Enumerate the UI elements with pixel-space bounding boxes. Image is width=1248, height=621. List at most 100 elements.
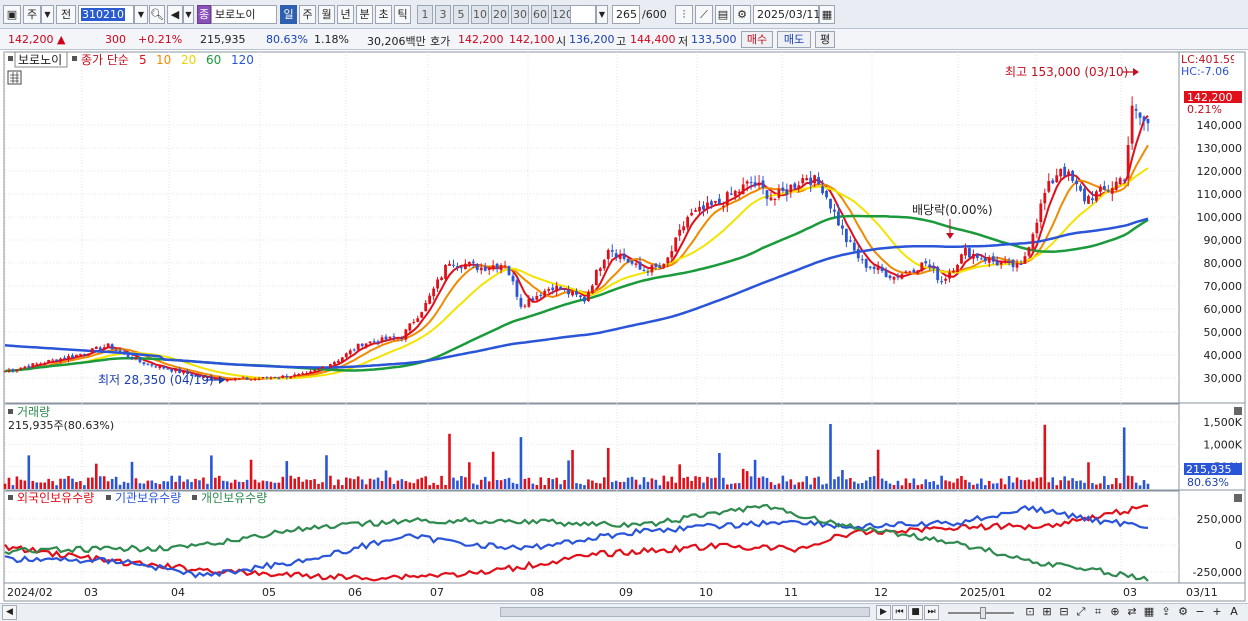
volume-panel-close-icon[interactable] [1234, 407, 1242, 415]
candle-body [281, 375, 285, 378]
prev-button[interactable]: 전 [56, 5, 76, 24]
holdings-panel-close-icon[interactable] [1234, 494, 1242, 502]
search-icon[interactable]: 🔍︎ [149, 5, 165, 24]
ma-legend-item[interactable]: 20 [181, 53, 196, 67]
stock-name-field[interactable]: 보로노이 [211, 5, 277, 24]
sell-button[interactable]: 매도 [777, 31, 811, 48]
volume-panel[interactable] [3, 403, 1180, 491]
holdings-legend-square-icon [106, 495, 111, 500]
period-button[interactable]: 틱 [394, 5, 411, 24]
candle-body [678, 229, 682, 236]
volume-bar [83, 485, 86, 489]
speaker-icon[interactable]: ◀ [167, 5, 183, 24]
scroll-end-icon[interactable]: ⏭ [924, 605, 939, 620]
period-button[interactable]: 년 [337, 5, 354, 24]
zoom-in-icon[interactable]: ⊞ [1042, 605, 1052, 618]
stock-legend-box[interactable] [14, 51, 68, 68]
holdings-legend-item[interactable]: 외국인보유수량 [17, 491, 94, 505]
scroll-left-icon[interactable]: ◀ [2, 605, 17, 620]
window-menu-icon[interactable]: ▣ [3, 5, 21, 24]
unit-dropdown-icon[interactable]: ▼ [596, 5, 608, 24]
holdings-legend-item[interactable]: 기관보유수량 [115, 491, 181, 505]
candle-body [924, 261, 928, 264]
eval-button[interactable]: 평 [815, 31, 835, 48]
zoom-plus-icon[interactable]: + [1212, 605, 1222, 618]
multiplier-button[interactable]: 1 [417, 5, 433, 24]
date-input[interactable]: 2025/03/11 [753, 5, 820, 24]
chart-type-icon[interactable]: ⌗ [1094, 605, 1102, 618]
candle-body [344, 353, 348, 358]
ma-legend-item[interactable]: 60 [206, 53, 221, 67]
candle-body [682, 226, 686, 231]
price-panel[interactable] [3, 51, 1180, 404]
code-dropdown-icon[interactable]: ▼ [134, 5, 148, 24]
zoom-minus-icon[interactable]: − [1195, 605, 1205, 618]
candle-body [102, 347, 106, 350]
holdings-legend-item[interactable]: 개인보유수량 [201, 491, 267, 505]
period-button[interactable]: 주 [299, 5, 316, 24]
save-icon[interactable]: ▤ [715, 5, 731, 24]
grid-toggle-icon[interactable] [7, 70, 22, 85]
candle-body [725, 192, 729, 206]
settings-icon[interactable]: ⚙ [1178, 605, 1188, 618]
scroll-right-icon[interactable]: ▶ [876, 605, 891, 620]
candle-body [162, 366, 166, 369]
ma-legend-item[interactable]: 10 [156, 53, 171, 67]
chart-svg[interactable]: 140,000 130,000 120,000 110,000 100,000 90,00… [0, 51, 1248, 603]
compare-icon[interactable]: ⇄ [1127, 605, 1137, 618]
stock-code-input[interactable]: 310210 [78, 5, 134, 24]
multiplier-button[interactable]: 3 [435, 5, 451, 24]
volume-bar [599, 483, 602, 489]
chart-scrollbar[interactable]: ◀ ▶ ⏮ ■ ⏭ ⊡ ⊞ ⊟ ⤢ ⌗ ⊕ ⇄ ▦ ⇪ ⚙ − + A [0, 603, 1248, 621]
count-input[interactable]: 265 [612, 5, 640, 24]
calendar-icon[interactable]: ▦ [819, 5, 835, 24]
draw-tool-icon[interactable]: ⟋ [695, 5, 713, 24]
candle-body [19, 367, 23, 370]
market-select[interactable]: 주 [23, 5, 41, 24]
candle-body [662, 263, 666, 268]
font-icon[interactable]: A [1230, 605, 1238, 618]
table-icon[interactable]: ▦ [1143, 605, 1155, 618]
volume-bar [130, 461, 134, 489]
candle-body [396, 337, 400, 339]
period-button[interactable]: 일 [280, 5, 297, 24]
volume-bar [821, 484, 824, 489]
zoom-slider-handle[interactable] [980, 607, 986, 619]
ma-legend-item[interactable]: 120 [231, 53, 254, 67]
settings-gear-icon[interactable]: ⚙ [733, 5, 751, 24]
high-note: 최고 153,000 (03/10) [1005, 65, 1128, 79]
scroll-thumb[interactable] [500, 607, 870, 617]
multiplier-button[interactable]: 5 [453, 5, 469, 24]
market-dropdown-icon[interactable]: ▼ [41, 5, 54, 24]
price-panel-menu-icon[interactable] [1234, 55, 1242, 63]
zoom-out-icon[interactable]: ⊟ [1059, 605, 1069, 618]
holdings-legend-square-icon [8, 495, 13, 500]
candle-body [1106, 190, 1110, 192]
zoom-reset-icon[interactable]: ⤢ [1076, 605, 1086, 618]
ma-legend-label[interactable]: 종가 단순 [81, 53, 129, 67]
multiplier-button[interactable]: 10 [471, 5, 489, 24]
volume-bar [928, 482, 932, 489]
candle-body [674, 237, 678, 252]
period-button[interactable]: 분 [356, 5, 373, 24]
multiplier-button[interactable]: 60 [531, 5, 549, 24]
candle-body [233, 378, 237, 380]
export-icon[interactable]: ⇪ [1161, 605, 1171, 618]
stop-icon[interactable]: ■ [908, 605, 923, 620]
volume-bar [690, 480, 693, 489]
unit-input[interactable] [570, 5, 596, 24]
speaker-dropdown-icon[interactable]: ▼ [183, 5, 194, 24]
period-button[interactable]: 월 [318, 5, 335, 24]
candle-body [979, 258, 983, 260]
scroll-start-icon[interactable]: ⏮ [892, 605, 907, 620]
indicator-icon[interactable]: ⫶ [675, 5, 693, 24]
indicator-add-icon[interactable]: ⊕ [1110, 605, 1120, 618]
ma-legend-item[interactable]: 5 [139, 53, 147, 67]
multiplier-button[interactable]: 20 [491, 5, 509, 24]
multiplier-button[interactable]: 30 [511, 5, 529, 24]
crosshair-icon[interactable]: ⊡ [1025, 605, 1035, 618]
volume-bar [559, 484, 562, 489]
buy-button[interactable]: 매수 [741, 31, 773, 48]
chart-area[interactable]: 140,000 130,000 120,000 110,000 100,000 90,00… [0, 51, 1248, 603]
period-button[interactable]: 초 [375, 5, 392, 24]
